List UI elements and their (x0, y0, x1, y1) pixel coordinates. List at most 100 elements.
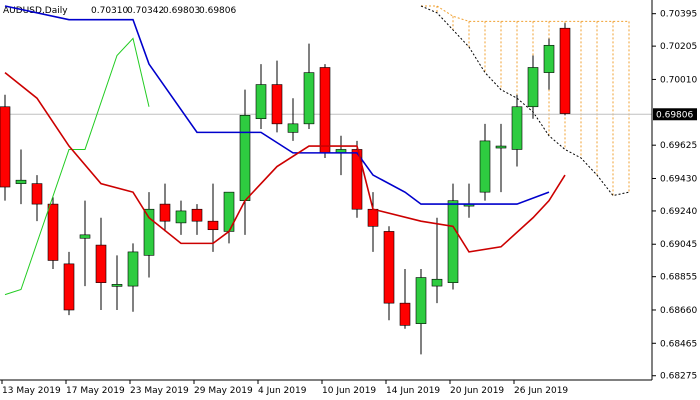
time-tick-label: 14 Jun 2019 (386, 386, 440, 396)
candle-body (0, 106, 11, 188)
time-tick-label: 26 Jun 2019 (514, 386, 568, 396)
candle (127, 243, 139, 312)
candle-body (63, 263, 75, 311)
candle (527, 55, 539, 119)
candle-body (143, 208, 155, 256)
price-tick-label: 0.69240 (660, 207, 697, 217)
candle (95, 217, 107, 310)
header-close: 0.69806 (199, 6, 236, 16)
candle (159, 183, 171, 232)
candle-body (431, 278, 443, 287)
candle-body (271, 84, 283, 125)
price-tick-label: 0.68660 (660, 306, 697, 316)
candle (143, 192, 155, 278)
time-tick-label: 10 Jun 2019 (322, 386, 376, 396)
candle-body (79, 234, 91, 239)
candle (543, 38, 555, 90)
kijun-line (4, 5, 550, 205)
candle (0, 94, 11, 201)
candle-body (15, 179, 27, 184)
candle-body (127, 251, 139, 287)
candle (15, 149, 27, 205)
candle (367, 192, 379, 252)
price-axis: 0.70395 0.70205 0.70010 0.69625 0.69430 0.692… (652, 10, 697, 382)
current-price-box (653, 108, 697, 121)
candle (63, 251, 75, 316)
candle-body (399, 302, 411, 326)
price-tick-label: 0.69625 (660, 141, 697, 151)
candle (111, 255, 123, 310)
candle-body (95, 244, 107, 283)
price-tick-label: 0.68275 (660, 372, 697, 382)
candle (271, 60, 283, 133)
candle (287, 98, 299, 141)
cloud-upper-edge (421, 5, 629, 22)
candle-body (543, 44, 555, 73)
cloud-lower-edge (420, 5, 630, 197)
candle-body (159, 203, 171, 222)
candle-body (479, 140, 491, 193)
candle (255, 64, 267, 129)
candle-body (367, 208, 379, 227)
candle (495, 123, 507, 193)
current-price-label: 0.69806 (656, 110, 693, 120)
candle (175, 200, 187, 235)
candle-body (303, 72, 315, 125)
price-tick-label: 0.69430 (660, 174, 697, 184)
candle (415, 268, 427, 355)
time-tick-label: 17 May 2019 (66, 386, 125, 396)
candle-body (495, 145, 507, 149)
indicator-lines (4, 5, 566, 296)
candle (79, 200, 91, 287)
time-tick-label: 13 May 2019 (2, 386, 61, 396)
candle-body (31, 183, 43, 205)
candle-body (415, 277, 427, 324)
candle (191, 204, 203, 235)
candle-body (255, 84, 267, 120)
candles (0, 23, 571, 355)
header-open: 0.70310 (91, 6, 128, 16)
candle (399, 268, 411, 329)
tenkan-line (4, 71, 566, 253)
chikou-line (4, 37, 150, 296)
candle (463, 183, 475, 218)
candle-body (175, 210, 187, 224)
candle (207, 183, 219, 252)
candle-body (447, 200, 459, 283)
candle (431, 217, 443, 304)
candle (303, 43, 315, 129)
candle (335, 135, 347, 176)
candle-body (319, 67, 331, 154)
price-tick-label: 0.68855 (660, 273, 697, 283)
time-tick-label: 20 Jun 2019 (450, 386, 504, 396)
candle-body (191, 208, 203, 222)
time-tick-label: 29 May 2019 (194, 386, 253, 396)
time-tick-label: 4 Jun 2019 (258, 386, 307, 396)
candle-body (559, 27, 571, 114)
candle-body (111, 284, 123, 287)
ichimoku-cloud (420, 5, 630, 197)
price-tick-label: 0.69045 (660, 240, 697, 250)
header-high: 0.70342 (127, 6, 164, 16)
candle (319, 64, 331, 158)
price-tick-label: 0.70010 (660, 75, 697, 85)
candle (223, 191, 235, 244)
time-axis: 13 May 2019 17 May 2019 23 May 2019 29 May … (1, 380, 568, 396)
candle (239, 89, 251, 235)
candle-body (527, 67, 539, 108)
price-tick-label: 0.70395 (660, 10, 697, 20)
candle (31, 175, 43, 222)
time-tick-label: 23 May 2019 (130, 386, 189, 396)
candle-body (511, 106, 523, 150)
candle (559, 23, 571, 116)
candle (47, 197, 59, 269)
candle-body (207, 220, 219, 231)
candle (447, 183, 459, 290)
candle (511, 94, 523, 167)
price-tick-label: 0.68465 (660, 339, 697, 349)
candle-body (383, 231, 395, 304)
candle-body (239, 114, 251, 201)
candle-body (47, 203, 59, 261)
candle (383, 226, 395, 321)
